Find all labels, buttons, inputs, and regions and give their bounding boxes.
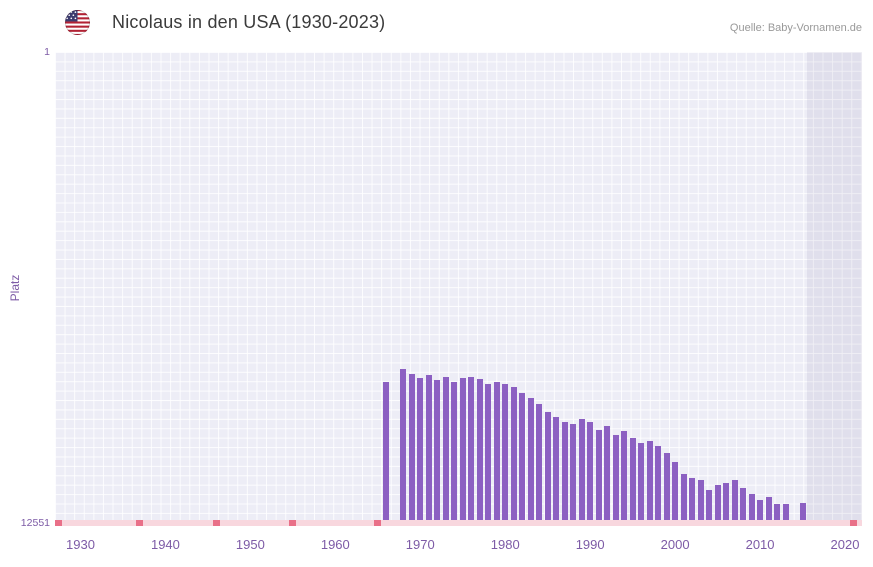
- rank-bar-2001[interactable]: [680, 474, 687, 523]
- rank-bar-1991[interactable]: [595, 429, 602, 523]
- rank-bar-1970[interactable]: [417, 378, 424, 523]
- rank-bar-1992[interactable]: [604, 426, 611, 523]
- y-axis-title: Platz: [8, 274, 22, 302]
- rank-bar-2010[interactable]: [757, 500, 764, 523]
- rank-bar-1973[interactable]: [442, 376, 449, 523]
- x-axis-baseline: [55, 520, 862, 526]
- x-tick-label-2010: 2010: [745, 537, 775, 552]
- x-tick-label-1970: 1970: [405, 537, 435, 552]
- x-tick-label-2020: 2020: [830, 537, 860, 552]
- rank-bar-1977[interactable]: [476, 378, 483, 523]
- rank-bar-1969[interactable]: [408, 373, 415, 523]
- rank-bar-1975[interactable]: [459, 378, 466, 523]
- unranked-year-mark-1927: [55, 520, 62, 526]
- rank-bar-2011[interactable]: [765, 497, 772, 523]
- rank-bar-1982[interactable]: [519, 393, 526, 523]
- rank-bar-2008[interactable]: [740, 488, 747, 523]
- rank-bar-1978[interactable]: [485, 384, 492, 523]
- y-tick-top: 1: [44, 46, 50, 58]
- rank-bar-1998[interactable]: [655, 446, 662, 523]
- rank-bar-1984[interactable]: [536, 403, 543, 523]
- rank-bar-2007[interactable]: [731, 480, 738, 523]
- rank-bar-1974[interactable]: [451, 381, 458, 523]
- rank-bar-2000[interactable]: [672, 462, 679, 523]
- unranked-year-mark-2021: [850, 520, 857, 526]
- rank-bar-1980[interactable]: [502, 384, 509, 523]
- rank-bar-1997[interactable]: [646, 441, 653, 523]
- rank-bar-1986[interactable]: [553, 417, 560, 523]
- rank-bar-2005[interactable]: [714, 485, 721, 523]
- recent-period-band: [806, 52, 862, 523]
- unranked-year-mark-1937: [136, 520, 144, 526]
- rank-bar-1985[interactable]: [544, 411, 551, 523]
- chart-title: Nicolaus in den USA (1930-2023): [112, 12, 386, 32]
- rank-bar-1990[interactable]: [587, 422, 594, 523]
- y-tick-bottom: 12551: [20, 517, 50, 529]
- rank-bar-2006[interactable]: [723, 483, 730, 523]
- rank-bar-2013[interactable]: [782, 504, 789, 523]
- rank-bar-2003[interactable]: [697, 480, 704, 523]
- x-tick-label-1940: 1940: [150, 537, 180, 552]
- x-tick-label-1960: 1960: [320, 537, 350, 552]
- rank-bar-1993[interactable]: [612, 435, 619, 523]
- rank-bar-2012[interactable]: [774, 504, 781, 523]
- rank-bar-1971[interactable]: [425, 375, 432, 523]
- x-tick-label-1930: 1930: [66, 537, 95, 552]
- unranked-year-mark-1955: [289, 520, 297, 526]
- x-tick-label-1990: 1990: [575, 537, 605, 552]
- rank-bar-2002[interactable]: [689, 477, 696, 523]
- usa-flag-icon: [64, 9, 91, 36]
- rank-bar-1968[interactable]: [400, 369, 407, 523]
- rank-bar-1981[interactable]: [510, 387, 517, 523]
- rank-bar-1966[interactable]: [383, 382, 390, 523]
- rank-bar-1995[interactable]: [629, 438, 636, 523]
- x-tick-label-2000: 2000: [660, 537, 690, 552]
- rank-bar-1996[interactable]: [638, 443, 645, 523]
- x-tick-label-1980: 1980: [490, 537, 520, 552]
- rank-bar-1987[interactable]: [561, 422, 568, 523]
- plot-area: [55, 52, 862, 523]
- rank-bar-1989[interactable]: [578, 419, 585, 523]
- rank-bar-2009[interactable]: [748, 494, 755, 523]
- unranked-year-mark-1965: [374, 520, 382, 526]
- rank-bar-1999[interactable]: [663, 453, 670, 523]
- rank-bar-2004[interactable]: [706, 489, 713, 523]
- rank-bar-1972[interactable]: [434, 379, 441, 523]
- rank-bar-1979[interactable]: [493, 381, 500, 523]
- rank-bar-1994[interactable]: [621, 431, 628, 523]
- rank-bar-1988[interactable]: [570, 423, 577, 523]
- rank-bar-1976[interactable]: [468, 376, 475, 523]
- rank-bar-1983[interactable]: [527, 397, 534, 523]
- unranked-year-mark-1946: [212, 520, 220, 526]
- source-attribution: Quelle: Baby-Vornamen.de: [729, 22, 862, 34]
- x-tick-label-1950: 1950: [235, 537, 265, 552]
- rank-bar-2015[interactable]: [799, 503, 806, 523]
